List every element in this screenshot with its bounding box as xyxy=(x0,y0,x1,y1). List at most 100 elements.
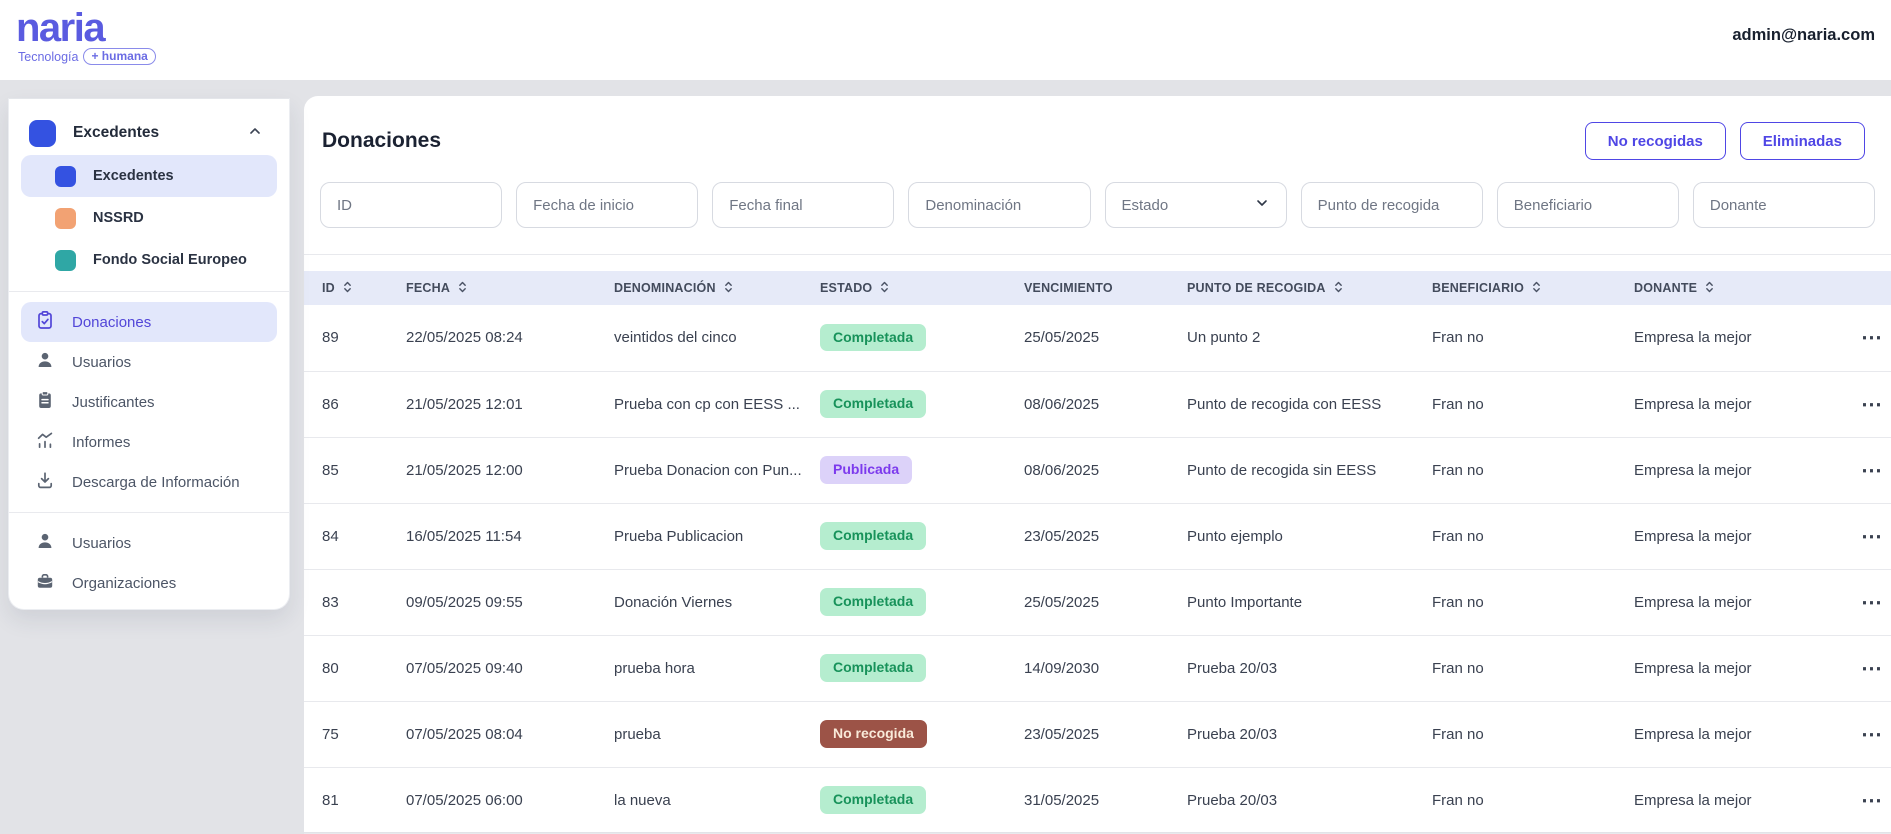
col-header-punto-de-recogida[interactable]: PUNTO DE RECOGIDA xyxy=(1187,271,1432,305)
fondo-social-color-icon xyxy=(55,249,76,271)
col-header-donante[interactable]: DONANTE xyxy=(1634,271,1857,305)
cell-vencimiento: 08/06/2025 xyxy=(1024,437,1187,504)
sort-icon xyxy=(1704,279,1715,298)
sidebar-item-label: Usuarios xyxy=(72,353,132,371)
table-row: 85 21/05/2025 12:00 Prueba Donacion con Pu… xyxy=(304,437,1891,504)
status-badge: Completada xyxy=(820,786,927,814)
clipboard-check-icon xyxy=(35,310,55,335)
cell-acciones: ⋯ xyxy=(1857,371,1891,438)
cell-fecha: 16/05/2025 11:54 xyxy=(406,503,614,570)
row-actions-menu-button[interactable]: ⋯ xyxy=(1857,392,1887,417)
row-actions-menu-button[interactable]: ⋯ xyxy=(1857,325,1887,350)
filter-fecha-final-input[interactable] xyxy=(712,182,895,228)
sort-icon xyxy=(723,279,734,298)
sidebar-item-informes[interactable]: Informes xyxy=(21,422,277,462)
col-header-estado[interactable]: ESTADO xyxy=(820,271,1024,305)
cell-fecha: 21/05/2025 12:00 xyxy=(406,437,614,504)
cell-punto: Punto de recogida sin EESS xyxy=(1187,437,1432,504)
sidebar: Excedentes Excedentes NSSRD Fondo Social… xyxy=(8,98,290,610)
row-actions-menu-button[interactable]: ⋯ xyxy=(1857,458,1887,483)
cell-vencimiento: 14/09/2030 xyxy=(1024,635,1187,702)
col-header-fecha[interactable]: FECHA xyxy=(406,271,614,305)
table-row: 81 07/05/2025 06:00 la nueva Completada 31/0… xyxy=(304,767,1891,834)
select-placeholder: Estado xyxy=(1121,196,1169,214)
cell-fecha: 07/05/2025 06:00 xyxy=(406,767,614,834)
sidebar-item-excedentes[interactable]: Excedentes xyxy=(21,155,277,197)
sidebar-item-label: Descarga de Información xyxy=(72,473,240,491)
cell-beneficiario: Fran no xyxy=(1432,503,1634,570)
sidebar-item-organizaciones[interactable]: Organizaciones xyxy=(21,563,277,603)
sidebar-item-label: Donaciones xyxy=(72,313,152,331)
brand-name: naria xyxy=(16,6,106,50)
row-actions-menu-button[interactable]: ⋯ xyxy=(1857,656,1887,681)
sidebar-section-excedentes[interactable]: Excedentes xyxy=(21,111,277,155)
cell-vencimiento: 08/06/2025 xyxy=(1024,371,1187,438)
column-label: PUNTO DE RECOGIDA xyxy=(1187,281,1326,295)
sidebar-item-label: Usuarios xyxy=(72,534,132,552)
sidebar-section-label: Excedentes xyxy=(73,124,160,141)
user-icon xyxy=(35,350,55,375)
cell-beneficiario: Fran no xyxy=(1432,569,1634,636)
filter-estado-select[interactable]: Estado xyxy=(1104,182,1287,228)
chart-icon xyxy=(35,430,55,455)
col-header-beneficiario[interactable]: BENEFICIARIO xyxy=(1432,271,1634,305)
col-header-id[interactable]: ID xyxy=(304,271,406,305)
sidebar-item-label: Excedentes xyxy=(93,168,174,184)
cell-punto: Punto ejemplo xyxy=(1187,503,1432,570)
cell-acciones: ⋯ xyxy=(1857,437,1891,504)
excedentes-color-icon xyxy=(29,119,56,147)
table-body: 89 22/05/2025 08:24 veintidos del cinco Com… xyxy=(304,305,1891,834)
sidebar-item-fondo-social-europeo[interactable]: Fondo Social Europeo xyxy=(21,239,277,281)
row-actions-menu-button[interactable]: ⋯ xyxy=(1857,722,1887,747)
cell-estado: Completada xyxy=(820,767,1024,834)
sidebar-divider xyxy=(9,512,289,513)
status-badge: Completada xyxy=(820,324,927,352)
user-email[interactable]: admin@naria.com xyxy=(1732,26,1875,44)
sidebar-item-label: Informes xyxy=(72,433,131,451)
page-title: Donaciones xyxy=(322,129,442,152)
cell-donante: Empresa la mejor xyxy=(1634,635,1857,702)
cell-id: 83 xyxy=(304,569,406,636)
nssrd-color-icon xyxy=(55,207,76,229)
table-row: 80 07/05/2025 09:40 prueba hora Completada 1… xyxy=(304,635,1891,702)
sidebar-item-donaciones[interactable]: Donaciones xyxy=(21,302,277,342)
cell-id: 86 xyxy=(304,371,406,438)
cell-fecha: 09/05/2025 09:55 xyxy=(406,569,614,636)
sidebar-item-usuarios[interactable]: Usuarios xyxy=(21,342,277,382)
cell-denominacion: veintidos del cinco xyxy=(614,305,820,372)
cell-donante: Empresa la mejor xyxy=(1634,701,1857,768)
filter-fecha-de-inicio-input[interactable] xyxy=(516,182,699,228)
filter-donante-input[interactable] xyxy=(1692,182,1875,228)
col-header-denominacion[interactable]: DENOMINACIÓN xyxy=(614,271,820,305)
table-header-row: ID FECHA DENOMINACIÓN ESTADO VENCIMIENTO PUNT… xyxy=(304,271,1891,305)
cell-fecha: 22/05/2025 08:24 xyxy=(406,305,614,372)
donations-table: ID FECHA DENOMINACIÓN ESTADO VENCIMIENTO PUNT… xyxy=(304,271,1891,834)
sidebar-item-descarga-de-informacion[interactable]: Descarga de Información xyxy=(21,462,277,502)
cell-acciones: ⋯ xyxy=(1857,767,1891,834)
sidebar-item-label: Organizaciones xyxy=(72,574,177,592)
cell-denominacion: Donación Viernes xyxy=(614,569,820,636)
sidebar-item-label: Justificantes xyxy=(72,393,155,411)
filter-beneficiario-input[interactable] xyxy=(1496,182,1679,228)
cell-acciones: ⋯ xyxy=(1857,503,1891,570)
sidebar-item-usuarios-admin[interactable]: Usuarios xyxy=(21,523,277,563)
filter-punto-de-recogida-input[interactable] xyxy=(1300,182,1483,228)
status-badge: No recogida xyxy=(820,720,927,748)
no-recogidas-button[interactable]: No recogidas xyxy=(1584,122,1726,160)
table-row: 75 07/05/2025 08:04 prueba No recogida 23/05… xyxy=(304,701,1891,768)
cell-estado: Completada xyxy=(820,635,1024,702)
row-actions-menu-button[interactable]: ⋯ xyxy=(1857,590,1887,615)
brand-logo[interactable]: naria Tecnología + humana xyxy=(16,8,156,65)
sidebar-item-nssrd[interactable]: NSSRD xyxy=(21,197,277,239)
sidebar-item-justificantes[interactable]: Justificantes xyxy=(21,382,277,422)
cell-beneficiario: Fran no xyxy=(1432,767,1634,834)
eliminadas-button[interactable]: Eliminadas xyxy=(1739,122,1865,160)
filter-id-input[interactable] xyxy=(320,182,503,228)
cell-estado: No recogida xyxy=(820,701,1024,768)
col-header-vencimiento: VENCIMIENTO xyxy=(1024,271,1187,305)
cell-estado: Completada xyxy=(820,371,1024,438)
row-actions-menu-button[interactable]: ⋯ xyxy=(1857,788,1887,813)
row-actions-menu-button[interactable]: ⋯ xyxy=(1857,524,1887,549)
chevron-up-icon[interactable] xyxy=(247,123,263,144)
filter-denominacion-input[interactable] xyxy=(908,182,1091,228)
